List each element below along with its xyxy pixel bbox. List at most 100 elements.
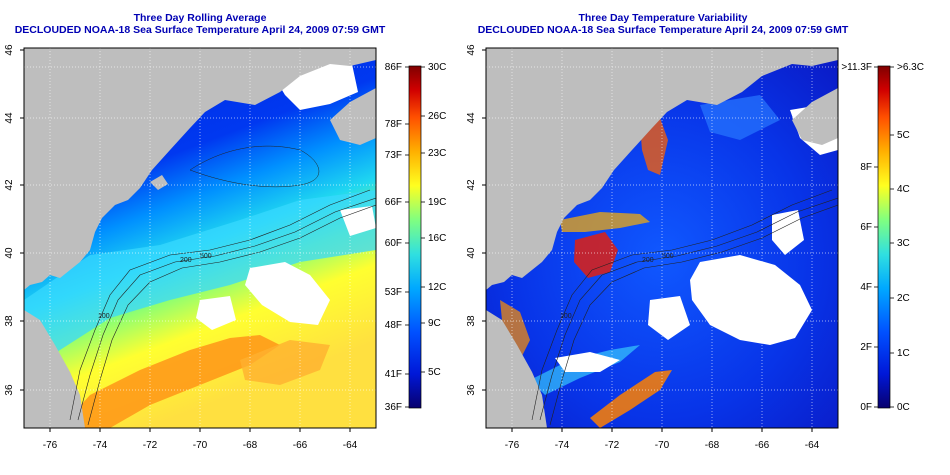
colorbar-f-label: 66F	[385, 197, 402, 208]
lat-tick-label: 40	[466, 247, 477, 259]
left-lat-axis: 46 44 42 40 38 36	[4, 44, 24, 396]
lon-tick-label: -64	[343, 440, 358, 451]
right-cloud-gap	[648, 296, 690, 340]
left-gulf-stream	[60, 335, 280, 428]
lon-tick-label: -64	[805, 440, 820, 451]
left-cloud-gap	[340, 206, 376, 236]
left-lon-axis: -76 -74 -72 -70 -68 -66 -64	[43, 428, 358, 451]
left-cloud-gap	[196, 296, 236, 330]
colorbar-f-label: 2F	[860, 342, 872, 353]
colorbar-c-label: 19C	[428, 197, 446, 208]
lon-tick-label: -76	[43, 440, 58, 451]
colorbar-f-label: 73F	[385, 150, 402, 161]
colorbar-f-label: 60F	[385, 238, 402, 249]
right-lon-axis: -76 -74 -72 -70 -68 -66 -64	[505, 428, 820, 451]
right-contour	[531, 189, 833, 421]
right-contour	[549, 204, 838, 426]
lat-tick-label: 40	[4, 247, 15, 259]
left-cloud-gap	[245, 262, 330, 325]
colorbar-c-label: 3C	[897, 238, 910, 249]
lat-tick-label: 46	[4, 44, 15, 56]
lat-tick-label: 36	[4, 384, 15, 396]
lon-tick-label: -68	[705, 440, 720, 451]
lon-tick-label: -66	[293, 440, 308, 451]
lon-tick-label: -70	[193, 440, 208, 451]
lat-tick-label: 42	[4, 179, 15, 191]
right-contour	[539, 197, 838, 421]
lat-tick-label: 44	[466, 112, 477, 124]
lon-tick-label: -74	[555, 440, 570, 451]
colorbar-c-label: 16C	[428, 233, 446, 244]
left-title-line1: Three Day Rolling Average	[133, 12, 267, 24]
left-contour-label: 200	[180, 257, 192, 264]
colorbar-c-label: 5C	[428, 367, 441, 378]
colorbar-f-label: 6F	[860, 222, 872, 233]
right-map: 100 200 500	[486, 48, 838, 428]
colorbar-f-label: 53F	[385, 287, 402, 298]
left-land-south	[24, 310, 85, 428]
left-contour	[77, 197, 376, 421]
right-high-variability	[590, 370, 672, 428]
lon-tick-label: -68	[243, 440, 258, 451]
colorbar-f-label: 8F	[860, 162, 872, 173]
lon-tick-label: -66	[755, 440, 770, 451]
lat-tick-label: 46	[466, 44, 477, 56]
colorbar-c-label: 2C	[897, 293, 910, 304]
left-graticule	[24, 48, 376, 428]
right-land-south	[486, 310, 547, 428]
colorbar-c-label: 0C	[897, 402, 910, 413]
right-mid-variability	[700, 95, 780, 140]
left-contour	[189, 145, 320, 188]
lat-tick-label: 38	[4, 315, 15, 327]
lat-tick-label: 36	[466, 384, 477, 396]
right-contour-label: 500	[662, 253, 674, 260]
lon-tick-label: -76	[505, 440, 520, 451]
colorbar-c-label: 26C	[428, 111, 446, 122]
lon-tick-label: -74	[93, 440, 108, 451]
left-contour-label: 100	[98, 313, 110, 320]
right-contour-label: 100	[560, 313, 572, 320]
colorbar-f-label: 41F	[385, 369, 402, 380]
right-title-line2: DECLOUDED NOAA-18 Sea Surface Temperatur…	[477, 24, 849, 36]
left-contour	[87, 204, 376, 426]
colorbar-c-label: 30C	[428, 62, 446, 73]
colorbar-c-label: 9C	[428, 318, 441, 329]
colorbar-f-label: 4F	[860, 282, 872, 293]
colorbar-c-label: 23C	[428, 148, 446, 159]
left-map: 100 200 500	[24, 48, 376, 428]
colorbar-c-label: 4C	[897, 184, 910, 195]
lat-tick-label: 38	[466, 315, 477, 327]
right-graticule	[486, 48, 838, 428]
colorbar-f-label: 0F	[860, 402, 872, 413]
right-colorbar: >11.3F 8F 6F 4F 2F 0F >6.3C 5C 4C 3C 2C …	[841, 62, 924, 413]
colorbar-f-label: 86F	[385, 62, 402, 73]
right-lat-axis: 46 44 42 40 38 36	[466, 44, 486, 396]
colorbar-c-label: 12C	[428, 282, 446, 293]
left-warm-eddy	[240, 340, 330, 385]
colorbar-c-label: >6.3C	[897, 62, 924, 73]
right-nova-scotia	[792, 88, 838, 145]
colorbar-c-label: 1C	[897, 348, 910, 359]
colorbar-f-label: >11.3F	[841, 62, 872, 73]
right-high-variability	[560, 212, 650, 232]
left-land	[24, 48, 376, 290]
left-nova-scotia	[330, 88, 376, 145]
colorbar-f-label: 36F	[385, 402, 402, 413]
colorbar-c-label: 5C	[897, 130, 910, 141]
right-title: Three Day Temperature Variability DECLOU…	[463, 12, 863, 36]
lat-tick-label: 44	[4, 112, 15, 124]
lat-tick-label: 42	[466, 179, 477, 191]
left-contour	[69, 189, 371, 421]
right-contour-label: 200	[642, 257, 654, 264]
right-land	[486, 48, 838, 290]
right-high-variability	[574, 232, 618, 278]
left-contour-label: 500	[200, 253, 212, 260]
left-title: Three Day Rolling Average DECLOUDED NOAA…	[0, 12, 400, 36]
right-cloud-gap	[690, 255, 812, 345]
right-colorbar-gradient	[877, 65, 891, 409]
lon-tick-label: -72	[605, 440, 620, 451]
lon-tick-label: -72	[143, 440, 158, 451]
colorbar-f-label: 48F	[385, 320, 402, 331]
left-cape-cod	[150, 175, 168, 190]
